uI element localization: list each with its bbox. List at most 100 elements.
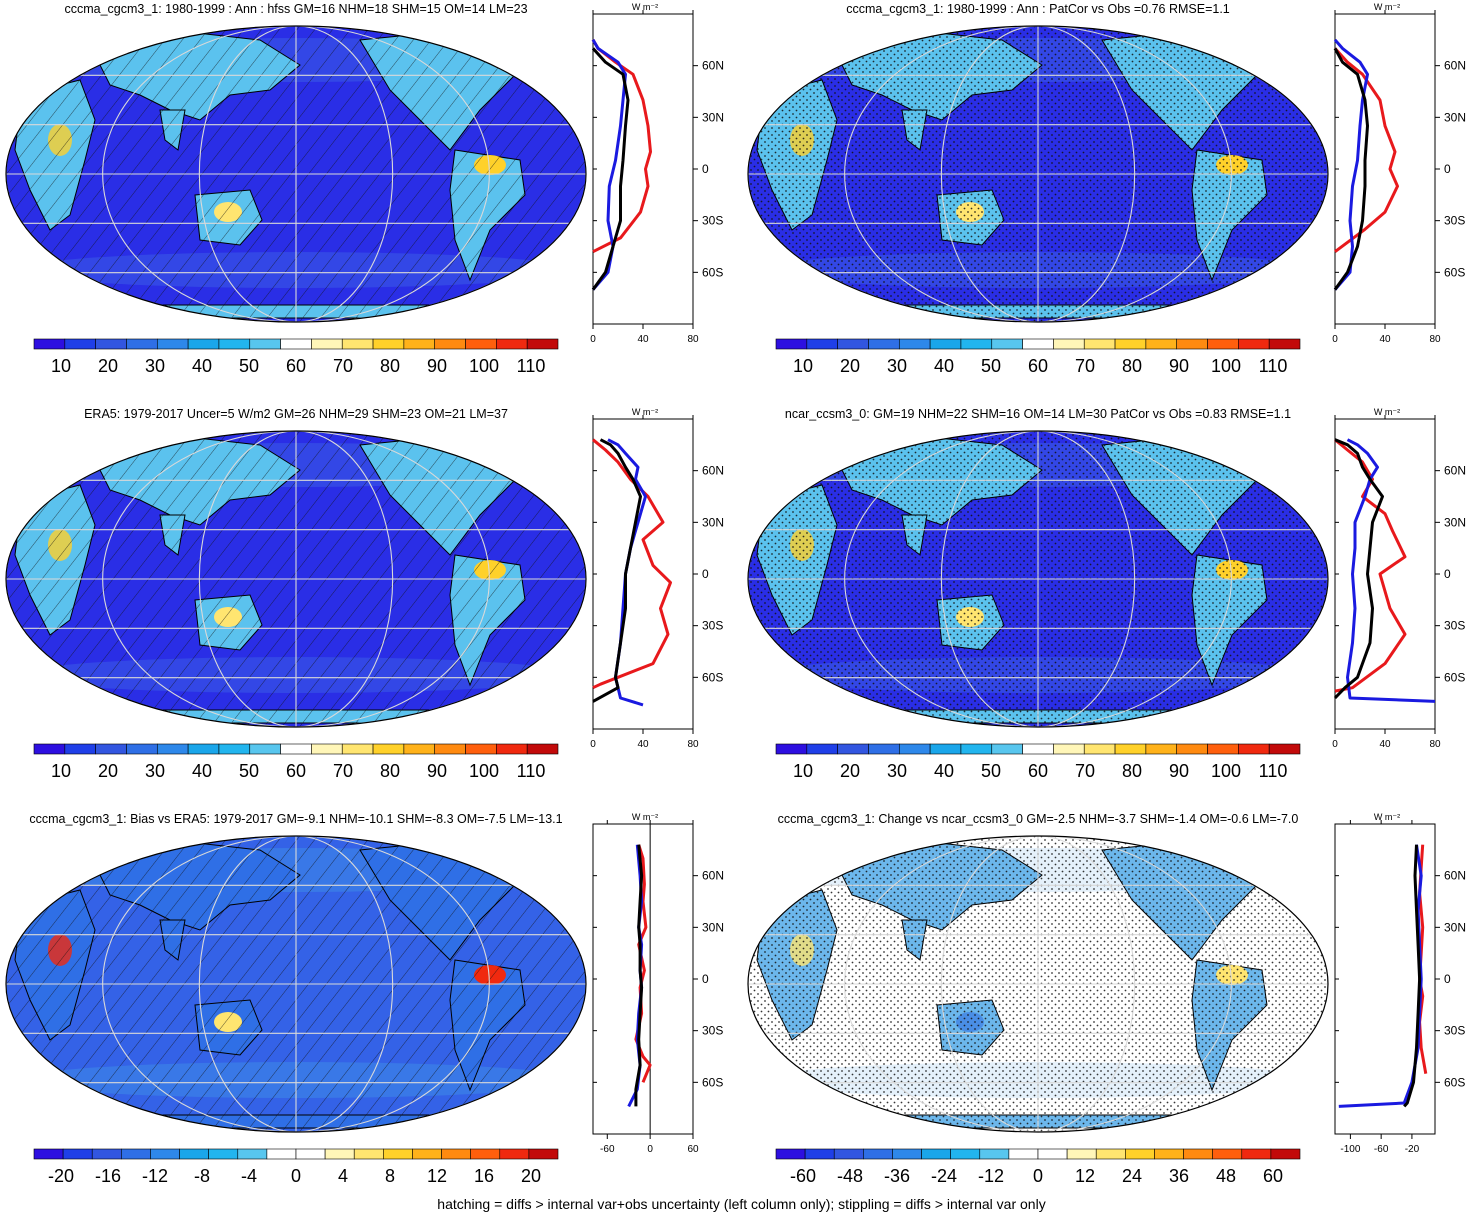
- colorbar-tick-label: 0: [291, 1166, 301, 1186]
- zonal-mean-plot: W m⁻² 60N 30N 0 30S 60S 0 40 80: [1327, 0, 1477, 365]
- colorbar-swatch: [1208, 744, 1239, 754]
- colorbar-tick-label: 60: [1028, 356, 1048, 376]
- colorbar-swatch: [1125, 1149, 1154, 1159]
- colorbar-swatch: [776, 1149, 805, 1159]
- colorbar-swatch: [404, 744, 435, 754]
- x-tick-label: -60: [600, 1144, 615, 1155]
- colorbar-swatch: [1067, 1149, 1096, 1159]
- colorbar-swatch: [373, 339, 404, 349]
- x-tick-label: 0: [1332, 334, 1338, 345]
- colorbar-swatch: [126, 339, 157, 349]
- colorbar-swatch: [838, 339, 869, 349]
- colorbar-swatch: [838, 744, 869, 754]
- colorbar-swatch: [529, 1149, 558, 1159]
- colorbar-swatch: [1009, 1149, 1038, 1159]
- colorbar-swatch: [435, 339, 466, 349]
- colorbar-tick-label: 70: [1075, 761, 1095, 781]
- world-map: [742, 0, 1342, 330]
- colorbar-swatch: [1154, 1149, 1183, 1159]
- units-label: W m⁻²: [1374, 2, 1400, 12]
- colorbar-swatch: [65, 744, 96, 754]
- colorbar-swatch: [342, 744, 373, 754]
- lat-tick-label: 0: [1444, 567, 1451, 581]
- lat-tick-label: 60S: [702, 1075, 723, 1089]
- colorbar-tick-label: 80: [1122, 761, 1142, 781]
- colorbar-swatch: [267, 1149, 296, 1159]
- lat-tick-label: 60N: [1444, 59, 1466, 73]
- colorbar-tick-label: 90: [1169, 761, 1189, 781]
- lat-tick-label: 30N: [1444, 110, 1466, 124]
- colorbar-swatch: [442, 1149, 471, 1159]
- colorbar-swatch: [311, 744, 342, 754]
- panel-era5: ERA5: 1979-2017 Uncer=5 W/m2 GM=26 NHM=2…: [0, 405, 741, 810]
- colorbar: -20 -16 -12 -8 -4 0 4 8 12 16 20: [0, 1146, 600, 1191]
- colorbar-swatch: [500, 1149, 529, 1159]
- colorbar-swatch: [238, 1149, 267, 1159]
- colorbar-swatch: [1269, 339, 1300, 349]
- colorbar-tick-label: 70: [1075, 356, 1095, 376]
- colorbar-swatch: [1084, 339, 1115, 349]
- colorbar-swatch: [1242, 1149, 1271, 1159]
- units-label: W m⁻²: [1374, 407, 1400, 417]
- zonal-mean-plot: W m⁻² 60N 30N 0 30S 60S -60 0 60: [585, 810, 735, 1175]
- colorbar-tick-label: -12: [978, 1166, 1004, 1186]
- colorbar-tick-label: 110: [517, 356, 546, 376]
- colorbar-swatch: [1053, 339, 1084, 349]
- map-field: [0, 405, 600, 735]
- colorbar-swatch: [1271, 1149, 1300, 1159]
- x-tick-label: 80: [687, 739, 699, 750]
- lat-tick-label: 30N: [1444, 920, 1466, 934]
- colorbar-tick-label: 20: [840, 761, 860, 781]
- colorbar: -60 -48 -36 -24 -12 0 12 24 36 48 60: [742, 1146, 1342, 1191]
- colorbar-swatch: [527, 744, 558, 754]
- map-field: [0, 0, 600, 330]
- colorbar-tick-label: 12: [427, 1166, 447, 1186]
- colorbar-tick-label: -24: [931, 1166, 957, 1186]
- hatching-overlay: [0, 810, 600, 1140]
- zonal-plot-frame: [1335, 14, 1435, 324]
- colorbar-swatch: [466, 339, 497, 349]
- colorbar-swatch: [834, 1149, 863, 1159]
- colorbar-tick-label: -4: [241, 1166, 257, 1186]
- lat-tick-label: 30S: [702, 214, 723, 228]
- colorbar-tick-label: 110: [517, 761, 546, 781]
- colorbar-swatch: [527, 339, 558, 349]
- colorbar-tick-label: -8: [194, 1166, 210, 1186]
- lat-tick-label: 60S: [702, 265, 723, 279]
- colorbar-tick-label: 80: [380, 356, 400, 376]
- lat-tick-label: 60S: [702, 670, 723, 684]
- lat-tick-label: 60S: [1444, 670, 1465, 684]
- colorbar-swatch: [992, 339, 1023, 349]
- colorbar-tick-label: 100: [469, 761, 499, 781]
- lat-tick-label: 60N: [1444, 464, 1466, 478]
- colorbar-swatch: [922, 1149, 951, 1159]
- colorbar-tick-label: 80: [380, 761, 400, 781]
- panel-ncar: ncar_ccsm3_0: GM=19 NHM=22 SHM=16 OM=14 …: [742, 405, 1483, 810]
- colorbar-swatch: [296, 1149, 325, 1159]
- lat-tick-label: 30N: [702, 110, 724, 124]
- colorbar-swatch: [180, 1149, 209, 1159]
- colorbar-swatch: [354, 1149, 383, 1159]
- colorbar-swatch: [281, 744, 312, 754]
- colorbar-swatch: [325, 1149, 354, 1159]
- colorbar-swatch: [250, 339, 281, 349]
- colorbar-swatch: [435, 744, 466, 754]
- colorbar-swatch: [311, 339, 342, 349]
- colorbar-swatch: [1023, 744, 1054, 754]
- colorbar-swatch: [412, 1149, 441, 1159]
- units-label: W m⁻²: [632, 2, 658, 12]
- colorbar-tick-label: 50: [239, 356, 259, 376]
- lat-tick-label: 30S: [702, 1024, 723, 1038]
- colorbar-tick-label: 90: [427, 761, 447, 781]
- colorbar-swatch: [96, 744, 127, 754]
- colorbar-tick-label: 110: [1259, 356, 1288, 376]
- lat-tick-label: 60N: [702, 59, 724, 73]
- colorbar-tick-label: 36: [1169, 1166, 1189, 1186]
- colorbar-swatch: [961, 339, 992, 349]
- stippling-overlay: [742, 810, 1342, 1140]
- colorbar-swatch: [157, 744, 188, 754]
- colorbar-tick-label: -12: [142, 1166, 168, 1186]
- colorbar-tick-label: 10: [51, 761, 71, 781]
- units-label: W m⁻²: [632, 407, 658, 417]
- colorbar-swatch: [899, 339, 930, 349]
